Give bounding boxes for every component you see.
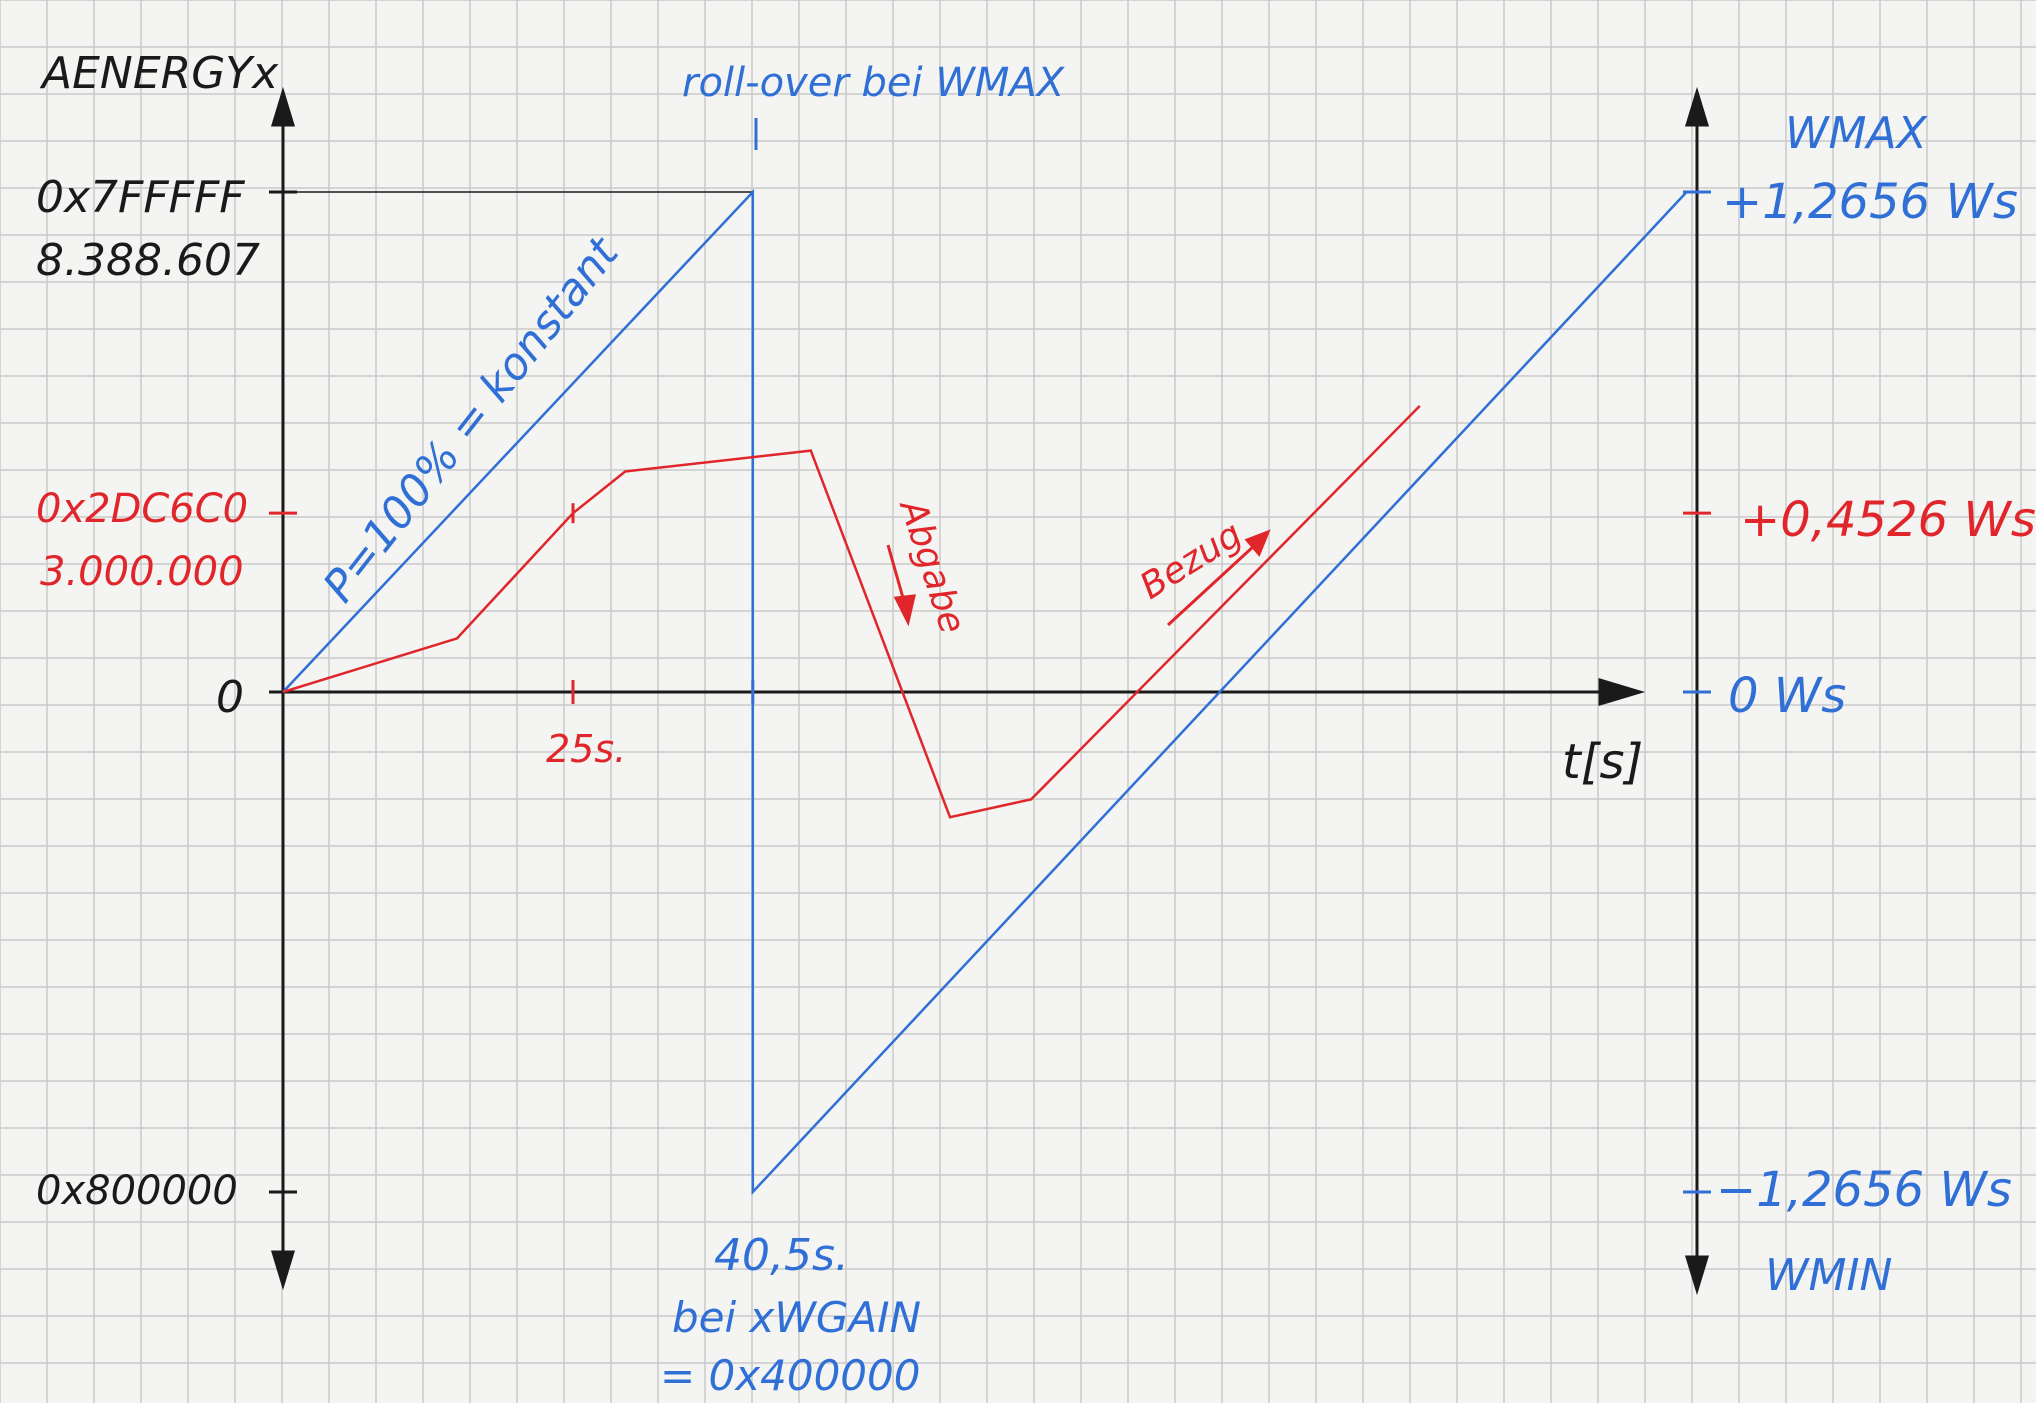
right-tick-label-min: −1,2656 Ws — [1716, 1162, 2012, 1218]
right-axis-arrow-up — [1684, 86, 1710, 127]
rollover-annotation: roll-over bei WMAX — [682, 60, 1066, 106]
bezug-arrow — [1166, 529, 1271, 627]
x-tick-label-25: 25s. — [546, 727, 626, 771]
left-tick-label-3m-hex: 0x2DC6C0 — [36, 486, 248, 532]
right-tick-label-max: +1,2656 Ws — [1722, 174, 2018, 230]
x-axis-arrow — [1598, 677, 1646, 707]
left-axis-arrow-down — [270, 1250, 296, 1291]
right-axis-label-top: WMAX — [1785, 108, 1928, 159]
right-axis-arrow-down — [1684, 1255, 1710, 1296]
left-tick-label-zero: 0 — [216, 672, 244, 723]
right-tick-label-zero: 0 Ws — [1728, 668, 1846, 724]
left-tick-label-3m-dec: 3.000.000 — [40, 549, 244, 595]
left-tick-label-max-dec: 8.388.607 — [36, 235, 260, 286]
left-axis-arrow-up — [270, 86, 296, 127]
abgabe-arrow — [886, 544, 916, 627]
left-axis-label: AENERGYx — [39, 48, 279, 99]
left-tick-label-min-hex: 0x800000 — [36, 1168, 238, 1214]
x-tick-label-40-5: 40,5s. — [714, 1230, 849, 1281]
x-axis-label: t[s] — [1562, 734, 1643, 790]
note-line-1: bei xWGAIN — [672, 1293, 921, 1342]
series-line-blue — [282, 188, 1688, 1196]
left-tick-label-max-hex: 0x7FFFFF — [36, 172, 245, 223]
right-axis-label-bottom: WMIN — [1765, 1250, 1892, 1301]
note-line-2: = 0x400000 — [660, 1351, 920, 1400]
series-line-red — [282, 405, 1421, 819]
right-tick-label-3m: +0,4526 Ws — [1740, 492, 2036, 548]
